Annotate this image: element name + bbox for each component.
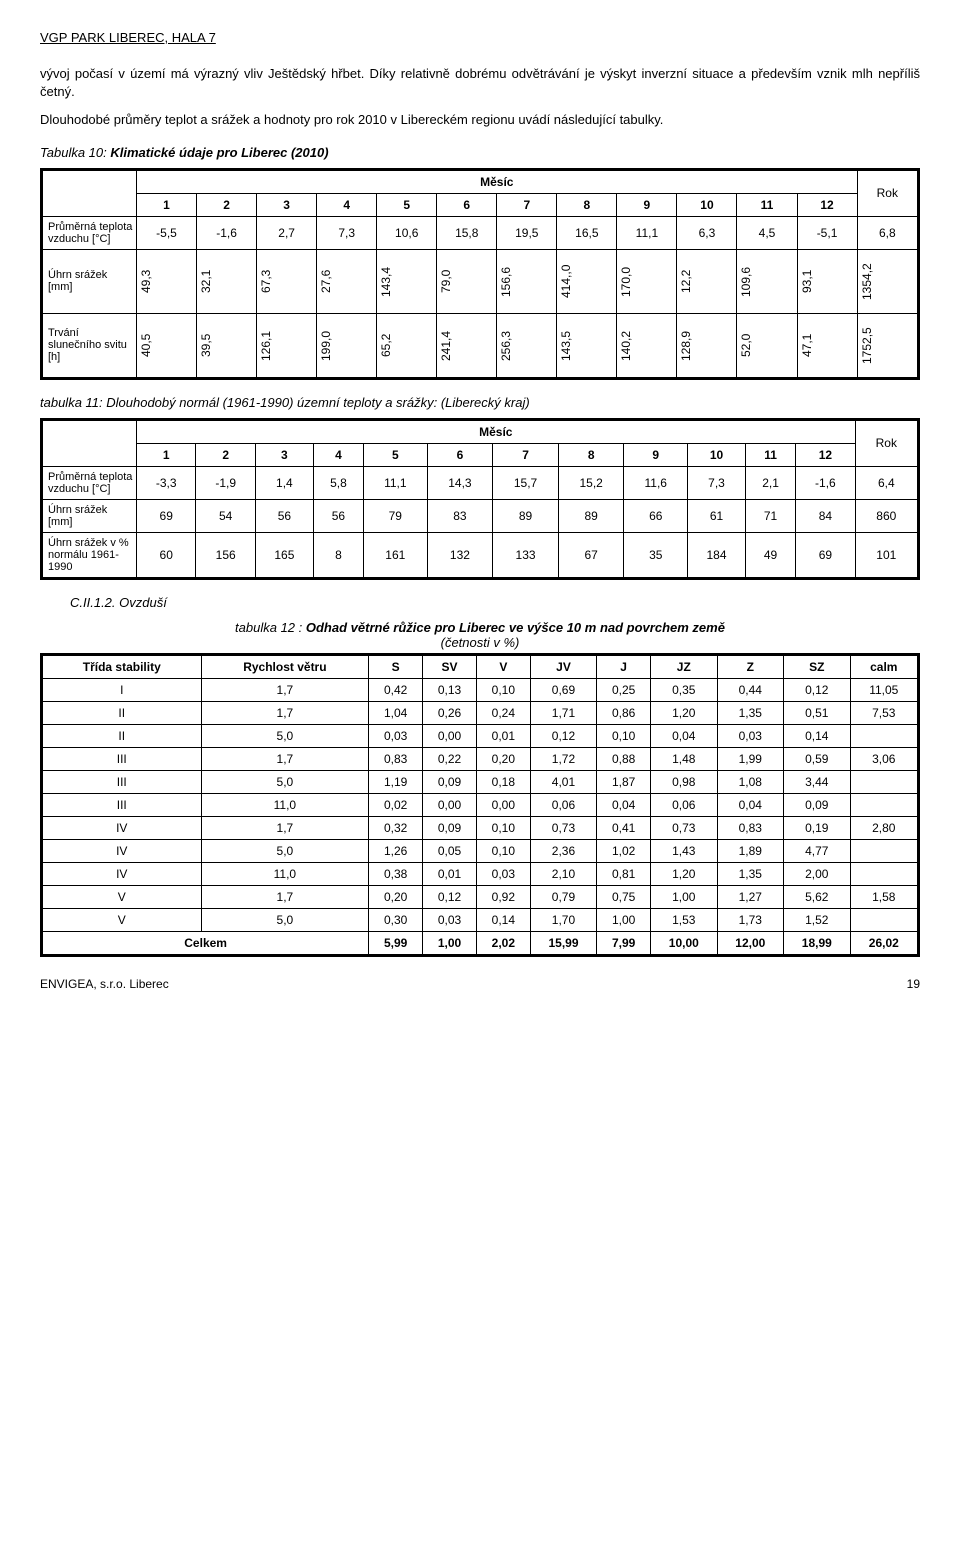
page-footer: ENVIGEA, s.r.o. Liberec 19 xyxy=(40,977,920,991)
paragraph-2: Dlouhodobé průměry teplot a srážek a hod… xyxy=(40,111,920,129)
table-12: Třída stabilityRychlost větruSSVVJVJJZZS… xyxy=(40,653,920,957)
table11-title: tabulka 11: Dlouhodobý normál (1961-1990… xyxy=(40,395,920,410)
footer-left: ENVIGEA, s.r.o. Liberec xyxy=(40,977,169,991)
table12-title: tabulka 12 : Odhad větrné růžice pro Lib… xyxy=(40,620,920,650)
table-11: Měsíc Rok 123456789101112 Průměrná teplo… xyxy=(40,418,920,580)
paragraph-1: vývoj počasí v území má výrazný vliv Ješ… xyxy=(40,65,920,101)
section-heading: C.II.1.2. Ovzduší xyxy=(70,595,920,610)
doc-header: VGP PARK LIBEREC, HALA 7 xyxy=(40,30,920,45)
table-10: Měsíc Rok 123456789101112 Průměrná teplo… xyxy=(40,168,920,380)
table10-title: Tabulka 10: Klimatické údaje pro Liberec… xyxy=(40,145,920,160)
footer-page: 19 xyxy=(907,977,920,991)
